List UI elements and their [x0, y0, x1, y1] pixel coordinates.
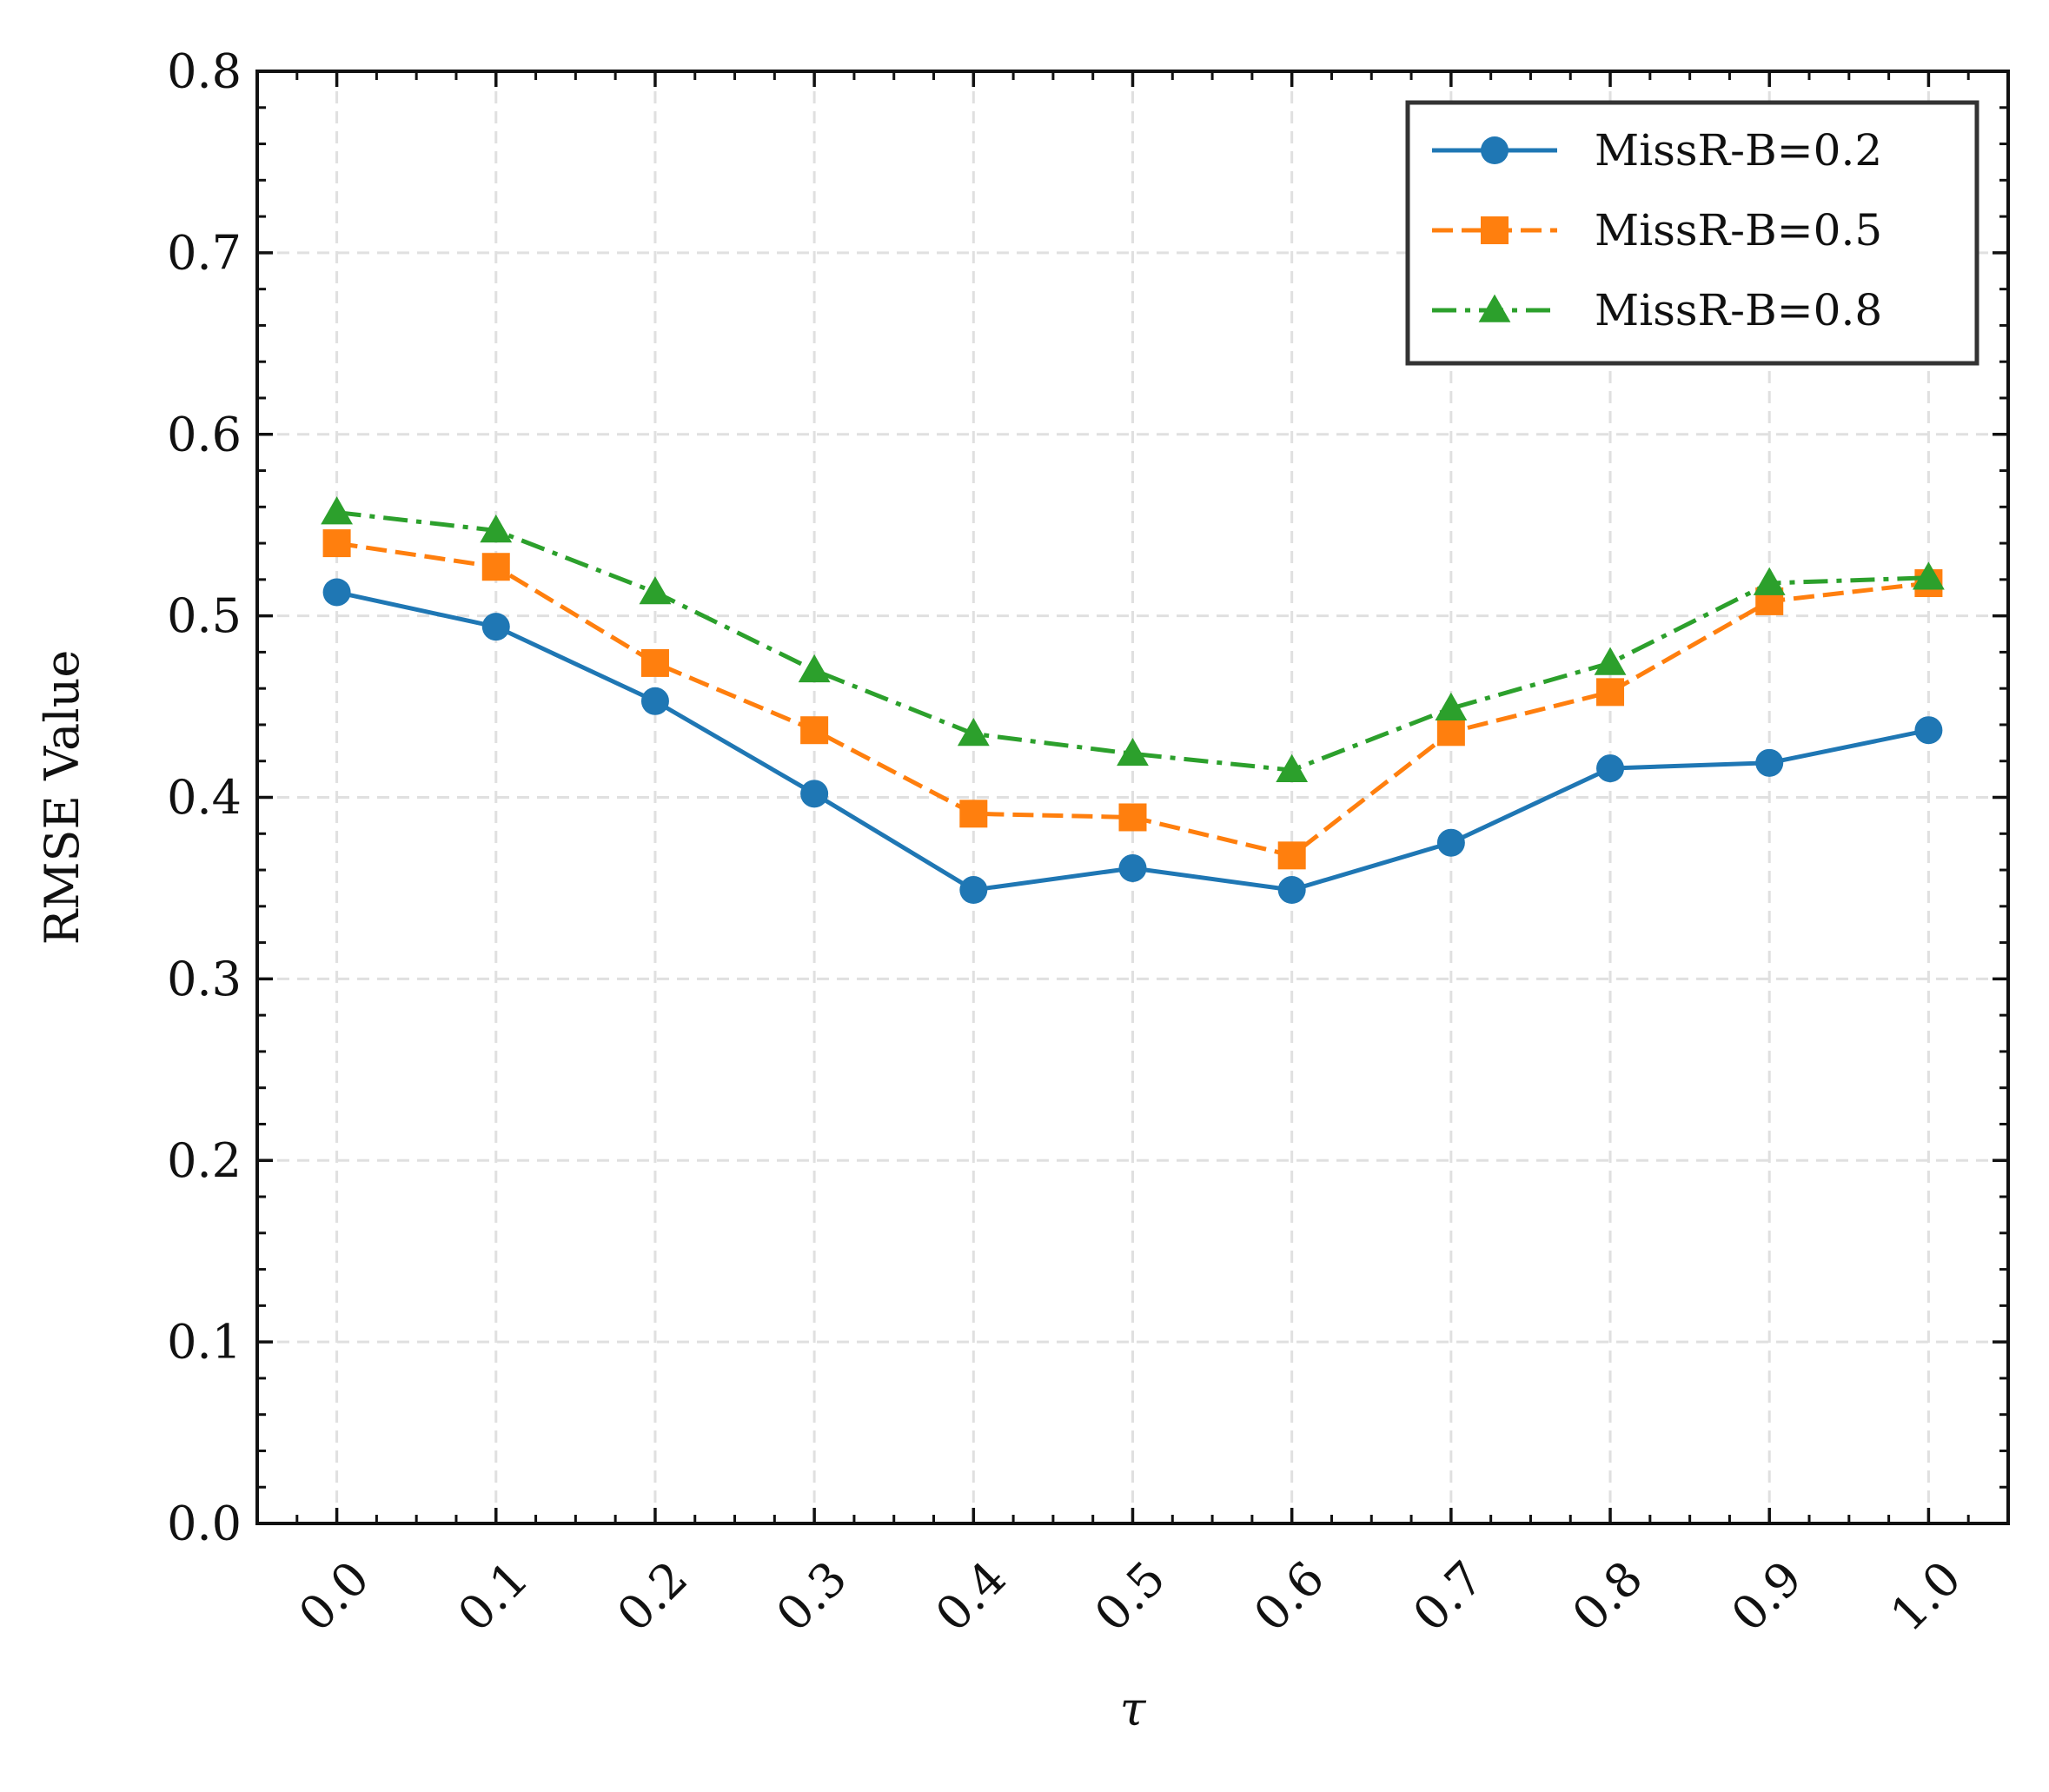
x-tick-label: 0.1: [448, 1550, 539, 1642]
series-1: [322, 578, 1943, 905]
data-point: [959, 800, 988, 828]
y-tick-label: 0.4: [167, 770, 242, 825]
data-point: [639, 576, 672, 605]
legend-label: MissR-B=0.5: [1595, 205, 1882, 256]
legend-entry: MissR-B=0.8: [1432, 285, 1882, 335]
data-point: [1276, 753, 1309, 782]
data-point: [1117, 737, 1149, 767]
legend-entry: MissR-B=0.5: [1432, 205, 1882, 256]
y-tick-label: 0.6: [167, 407, 242, 461]
data-point: [1277, 841, 1306, 870]
series-layer: [321, 496, 1945, 905]
y-tick-label: 0.2: [167, 1133, 242, 1188]
data-point: [1436, 828, 1465, 857]
series-2: [322, 529, 1943, 870]
legend-label: MissR-B=0.8: [1595, 285, 1882, 335]
series-line: [336, 510, 1929, 773]
legend-label: MissR-B=0.2: [1595, 125, 1882, 176]
x-tick-label: 0.5: [1084, 1550, 1176, 1642]
y-tick-label: 0.8: [167, 44, 242, 99]
data-point: [1277, 876, 1306, 905]
legend-entry: MissR-B=0.2: [1432, 125, 1882, 176]
data-point: [800, 780, 829, 808]
data-point: [1755, 748, 1784, 777]
legend-entries: MissR-B=0.2 MissR-B=0.5 MissR-B=0.8: [1432, 125, 1882, 335]
legend-marker: [1481, 136, 1509, 164]
data-point: [1436, 718, 1465, 747]
data-point: [1596, 754, 1625, 783]
y-tick-label: 0.3: [167, 952, 242, 1006]
legend-marker: [1481, 216, 1509, 244]
x-tick-label: 0.6: [1243, 1550, 1335, 1642]
y-tick-label: 0.1: [167, 1315, 242, 1370]
x-tick-label: 1.0: [1880, 1550, 1972, 1642]
x-tick-label: 0.7: [1402, 1550, 1494, 1642]
data-point: [957, 717, 990, 747]
data-point: [1435, 692, 1468, 720]
plot-frame: [255, 70, 2010, 1525]
data-point: [321, 496, 353, 525]
data-point: [800, 716, 829, 745]
data-point: [1118, 803, 1147, 832]
y-axis-label: RMSE Value: [35, 650, 90, 946]
data-point: [1914, 716, 1943, 745]
data-point: [959, 876, 988, 905]
x-tick-label: 0.8: [1562, 1550, 1653, 1642]
data-point: [640, 648, 669, 677]
data-point: [322, 529, 351, 558]
x-tick-label: 0.9: [1721, 1550, 1812, 1642]
x-tick-label: 0.4: [925, 1550, 1016, 1642]
data-point: [640, 687, 669, 715]
y-tick-label: 0.5: [167, 588, 242, 643]
data-point: [1753, 567, 1786, 595]
data-point: [1594, 647, 1627, 675]
data-point: [1913, 561, 1945, 590]
x-tick-label: 0.2: [607, 1550, 698, 1642]
data-point: [1118, 853, 1147, 882]
data-point: [798, 654, 831, 683]
series-3: [321, 496, 1945, 782]
x-tick-label: 0.3: [766, 1550, 857, 1642]
data-point: [481, 613, 510, 641]
legend: MissR-B=0.2 MissR-B=0.5 MissR-B=0.8: [1405, 100, 1979, 366]
y-tick-label: 0.7: [167, 225, 242, 280]
data-point: [481, 553, 510, 581]
data-point: [322, 578, 351, 607]
data-point: [1596, 678, 1625, 707]
legend-marker: [1478, 294, 1511, 322]
x-tick-labels: 0.0 0.1 0.2 0.3 0.4 0.5 0.6 0.7 0.8 0.9 1.0: [288, 1550, 1972, 1642]
data-point: [480, 514, 513, 543]
y-tick-labels: 0.0 0.1 0.2 0.3 0.4 0.5 0.6 0.7 0.8: [167, 44, 242, 1551]
x-axis-label: τ: [1120, 1682, 1147, 1736]
y-tick-label: 0.0: [167, 1497, 242, 1551]
x-tick-label: 0.0: [288, 1550, 380, 1642]
